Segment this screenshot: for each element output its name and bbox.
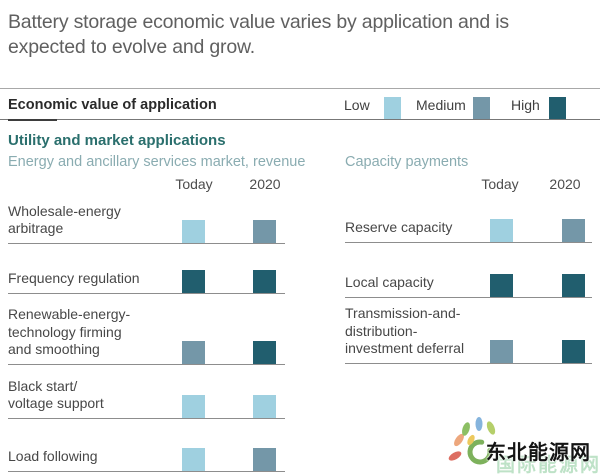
value-swatch-2020 [562,274,585,297]
application-label: Black start/ voltage support [8,377,104,412]
column-capacity-payments: Today 2020 Reserve capacity Local capaci… [345,176,592,364]
table-row: Black start/ voltage support [8,365,285,419]
table-row: Local capacity [345,243,592,298]
column-header-2020: 2020 [549,176,581,192]
table-row: Transmission-and- distribution- investme… [345,298,592,364]
application-label: Transmission-and- distribution- investme… [345,305,465,357]
legend-label-low: Low [344,97,370,113]
value-swatch-2020 [562,340,585,363]
application-label: Frequency regulation [8,270,140,287]
watermark: 国际能源网 东北能源网 [448,414,600,476]
table-row: Renewable-energy- technology firming and… [8,294,285,365]
table-row: Frequency regulation [8,244,285,294]
legend-swatch-low [384,97,401,119]
page-title: Battery storage economic value varies by… [8,11,509,59]
value-swatch-today [182,270,205,293]
group-title-energy-market: Energy and ancillary services market, re… [8,154,306,170]
section-title: Utility and market applications [8,132,226,149]
table-row: Load following [8,419,285,472]
value-swatch-2020 [253,448,276,471]
column-headers: Today 2020 [345,176,592,194]
value-swatch-today [490,340,513,363]
value-swatch-2020 [253,270,276,293]
value-swatch-today [490,219,513,242]
column-energy-market: Today 2020 Wholesale-energy arbitrage Fr… [8,176,285,472]
value-swatch-today [490,274,513,297]
legend-bar: Economic value of application Low Medium… [0,88,600,121]
application-label: Local capacity [345,274,434,291]
value-swatch-2020 [253,341,276,364]
flower-logo-icon [448,417,496,465]
value-swatch-today [182,341,205,364]
legend-title: Economic value of application [8,97,217,113]
legend-label-high: High [511,97,540,113]
value-swatch-2020 [253,220,276,243]
value-swatch-2020 [253,395,276,418]
application-label: Wholesale-energy arbitrage [8,202,121,237]
legend-label-medium: Medium [416,97,466,113]
value-swatch-today [182,395,205,418]
table-row: Reserve capacity [345,194,592,243]
column-header-2020: 2020 [249,176,281,192]
legend-swatch-high [549,97,566,119]
value-swatch-2020 [562,219,585,242]
column-header-today: Today [481,176,519,192]
application-label: Reserve capacity [345,219,453,236]
table-row: Wholesale-energy arbitrage [8,194,285,244]
watermark-shadow-text: 国际能源网 [496,455,600,476]
value-swatch-today [182,220,205,243]
legend-swatch-medium [473,97,490,119]
group-title-capacity-payments: Capacity payments [345,154,469,170]
application-label: Renewable-energy- technology firming and… [8,306,131,358]
column-headers: Today 2020 [8,176,285,194]
watermark-text: 东北能源网 [486,442,591,464]
legend-accent-rule [8,119,57,121]
column-header-today: Today [175,176,213,192]
value-swatch-today [182,448,205,471]
application-label: Load following [8,448,98,465]
